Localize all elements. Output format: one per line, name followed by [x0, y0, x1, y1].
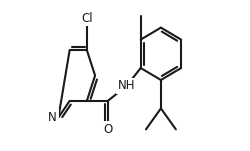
- Text: N: N: [48, 111, 57, 124]
- Text: Cl: Cl: [81, 12, 93, 25]
- Text: NH: NH: [118, 79, 135, 92]
- Text: O: O: [103, 123, 113, 136]
